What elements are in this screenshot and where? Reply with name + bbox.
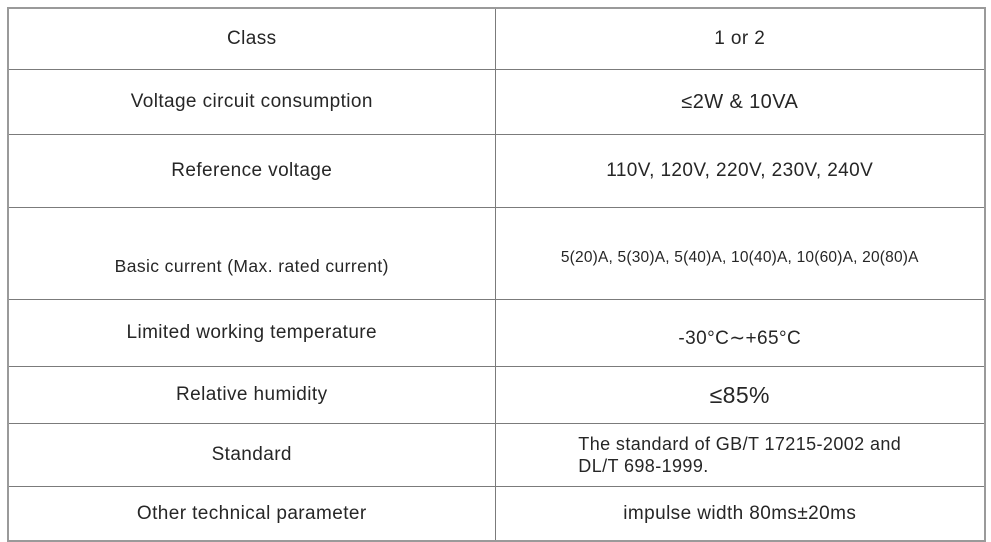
spec-value-cell: The standard of GB/T 17215-2002 and DL/T… xyxy=(494,423,986,487)
spec-value: 110V, 120V, 220V, 230V, 240V xyxy=(606,160,874,182)
datasheet-page: Class 1 or 2 Voltage circuit consumption… xyxy=(7,7,986,542)
spec-value: ≤2W & 10VA xyxy=(681,90,799,113)
spec-label-cell: Limited working temperature xyxy=(7,299,496,367)
spec-label: Class xyxy=(226,28,277,50)
spec-label: Limited working temperature xyxy=(126,322,378,344)
spec-value-cell: 1 or 2 xyxy=(494,7,986,70)
spec-label: Voltage circuit consumption xyxy=(130,91,373,113)
table-row: Basic current (Max. rated current) 5(20)… xyxy=(7,207,986,300)
table-row: Other technical parameter impulse width … xyxy=(7,486,986,542)
spec-value-cell: ≤2W & 10VA xyxy=(494,69,986,135)
spec-value-cell: 5(20)A, 5(30)A, 5(40)A, 10(40)A, 10(60)A… xyxy=(494,207,986,300)
table-row: Relative humidity ≤85% xyxy=(7,366,986,424)
spec-value: 5(20)A, 5(30)A, 5(40)A, 10(40)A, 10(60)A… xyxy=(560,248,919,266)
spec-value-cell: impulse width 80ms±20ms xyxy=(494,486,986,542)
spec-label-cell: Voltage circuit consumption xyxy=(7,69,496,135)
specifications-table: Class 1 or 2 Voltage circuit consumption… xyxy=(7,7,986,542)
spec-value-cell: 110V, 120V, 220V, 230V, 240V xyxy=(494,134,986,208)
spec-label: Reference voltage xyxy=(171,160,333,182)
spec-value: impulse width 80ms±20ms xyxy=(623,502,857,524)
table-row: Limited working temperature -30°C∼+65°C xyxy=(7,299,986,367)
spec-value: The standard of GB/T 17215-2002 and DL/T… xyxy=(578,433,902,477)
spec-label-cell: Reference voltage xyxy=(7,134,496,208)
spec-label-cell: Other technical parameter xyxy=(7,486,496,542)
table-row: Class 1 or 2 xyxy=(7,7,986,70)
spec-value: ≤85% xyxy=(709,381,770,408)
table-row: Reference voltage 110V, 120V, 220V, 230V… xyxy=(7,134,986,208)
table-row: Voltage circuit consumption ≤2W & 10VA xyxy=(7,69,986,135)
spec-label: Relative humidity xyxy=(176,384,328,406)
spec-label: Basic current (Max. rated current) xyxy=(114,255,389,276)
table-row: Standard The standard of GB/T 17215-2002… xyxy=(7,423,986,487)
spec-label-cell: Standard xyxy=(7,423,496,487)
spec-label-cell: Relative humidity xyxy=(7,366,496,424)
spec-label: Standard xyxy=(211,444,292,466)
spec-label: Other technical parameter xyxy=(136,502,367,524)
spec-label-cell: Class xyxy=(7,7,496,70)
spec-label-cell: Basic current (Max. rated current) xyxy=(7,207,496,300)
spec-value-cell: ≤85% xyxy=(494,366,986,424)
spec-value: 1 or 2 xyxy=(714,28,766,50)
spec-value-cell: -30°C∼+65°C xyxy=(494,299,986,367)
spec-value: -30°C∼+65°C xyxy=(678,328,802,350)
